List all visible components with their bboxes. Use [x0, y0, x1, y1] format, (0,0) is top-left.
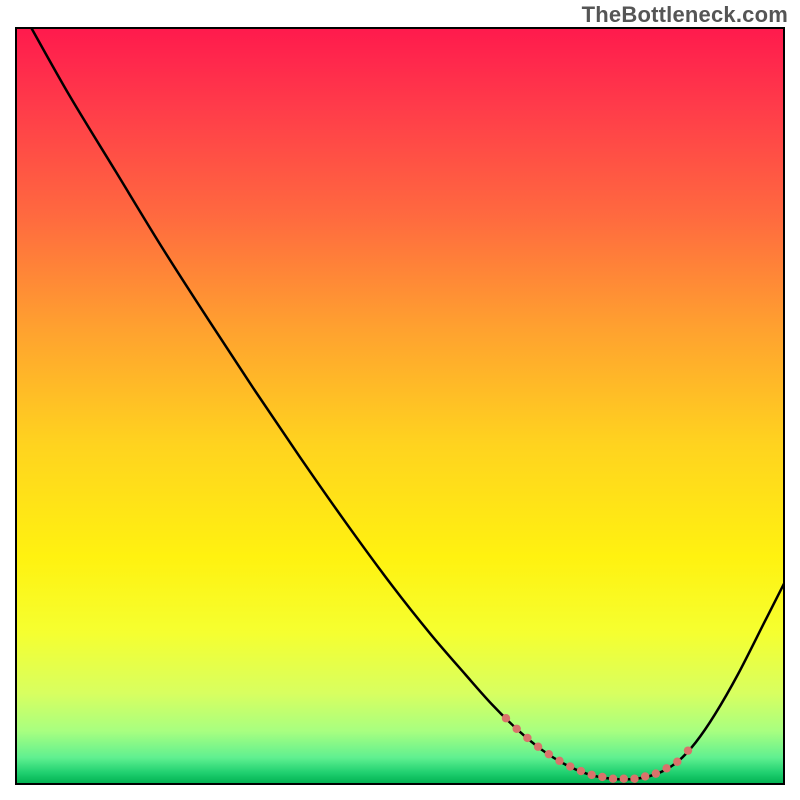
highlight-marker: [545, 750, 553, 758]
highlight-marker: [620, 775, 628, 783]
watermark-text: TheBottleneck.com: [582, 2, 788, 28]
highlight-marker: [652, 769, 660, 777]
highlight-marker: [577, 767, 585, 775]
highlight-marker: [662, 764, 670, 772]
chart-container: TheBottleneck.com: [0, 0, 800, 800]
bottleneck-chart: [0, 0, 800, 800]
highlight-marker: [673, 758, 681, 766]
highlight-marker: [609, 775, 617, 783]
highlight-marker: [555, 757, 563, 765]
gradient-background: [16, 28, 784, 784]
highlight-marker: [534, 743, 542, 751]
highlight-marker: [684, 746, 692, 754]
highlight-marker: [502, 714, 510, 722]
highlight-marker: [587, 771, 595, 779]
highlight-marker: [523, 734, 531, 742]
highlight-marker: [598, 773, 606, 781]
highlight-marker: [512, 725, 520, 733]
highlight-marker: [566, 762, 574, 770]
highlight-marker: [630, 775, 638, 783]
highlight-marker: [641, 772, 649, 780]
